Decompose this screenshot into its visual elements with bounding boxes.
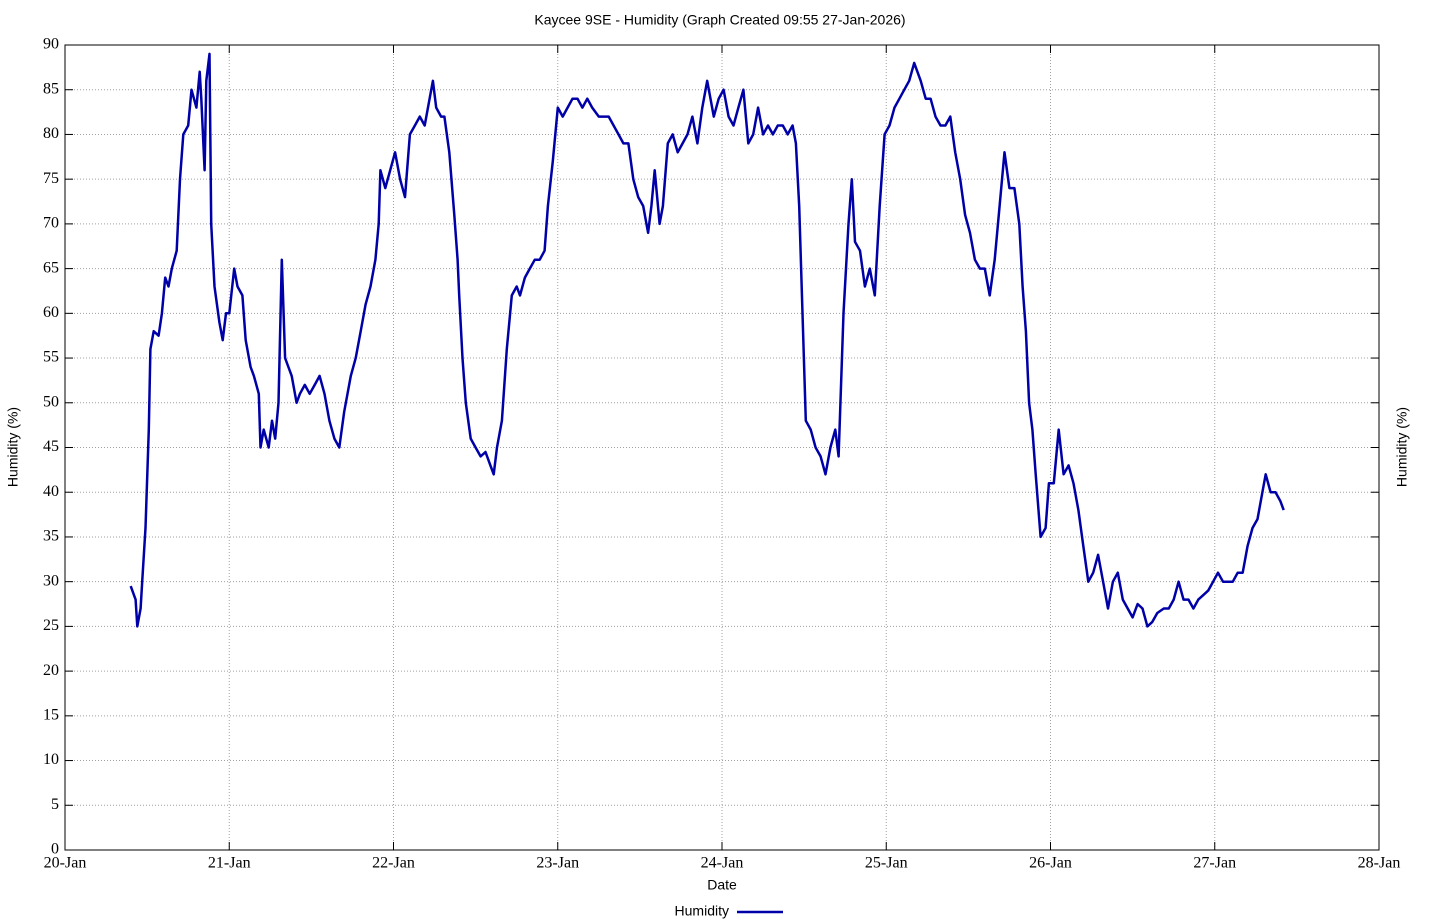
y-tick-label: 85 [43, 80, 59, 97]
y-tick-label: 65 [43, 259, 59, 276]
y-tick-label: 50 [43, 393, 59, 410]
chart-title: Kaycee 9SE - Humidity (Graph Created 09:… [534, 12, 905, 28]
humidity-line [129, 52, 1285, 628]
x-tick-label: 21-Jan [208, 855, 251, 872]
y-tick-label: 90 [43, 36, 59, 53]
y-tick-label: 35 [43, 528, 59, 545]
y-axis-label: Humidity (%) [5, 407, 21, 487]
y-tick-label: 60 [43, 304, 59, 321]
y-tick-label: 40 [43, 483, 59, 500]
y-tick-label: 80 [43, 125, 59, 142]
x-axis-label: Date [707, 877, 737, 893]
y-tick-label: 20 [43, 662, 59, 679]
y-tick-label: 30 [43, 572, 59, 589]
y-tick-label: 0 [51, 841, 59, 858]
plot-frame [64, 44, 1380, 851]
y-tick-label: 45 [43, 438, 59, 455]
x-tick-label: 25-Jan [865, 855, 908, 872]
x-tick-label: 23-Jan [536, 855, 579, 872]
y-tick-label: 75 [43, 170, 59, 187]
x-tick-label: 22-Jan [372, 855, 415, 872]
legend-label: Humidity [675, 903, 729, 919]
y2-axis-label: Humidity (%) [1394, 407, 1410, 487]
y-tick-label: 15 [43, 707, 59, 724]
x-tick-label: 20-Jan [44, 855, 87, 872]
y-tick-label: 55 [43, 349, 59, 366]
y-tick-label: 5 [51, 796, 59, 813]
x-tick-label: 28-Jan [1358, 855, 1401, 872]
y-tick-label: 10 [43, 751, 59, 768]
x-tick-label: 27-Jan [1193, 855, 1236, 872]
x-tick-label: 26-Jan [1029, 855, 1072, 872]
y-tick-label: 25 [43, 617, 59, 634]
x-tick-label: 24-Jan [701, 855, 744, 872]
y-tick-label: 70 [43, 215, 59, 232]
